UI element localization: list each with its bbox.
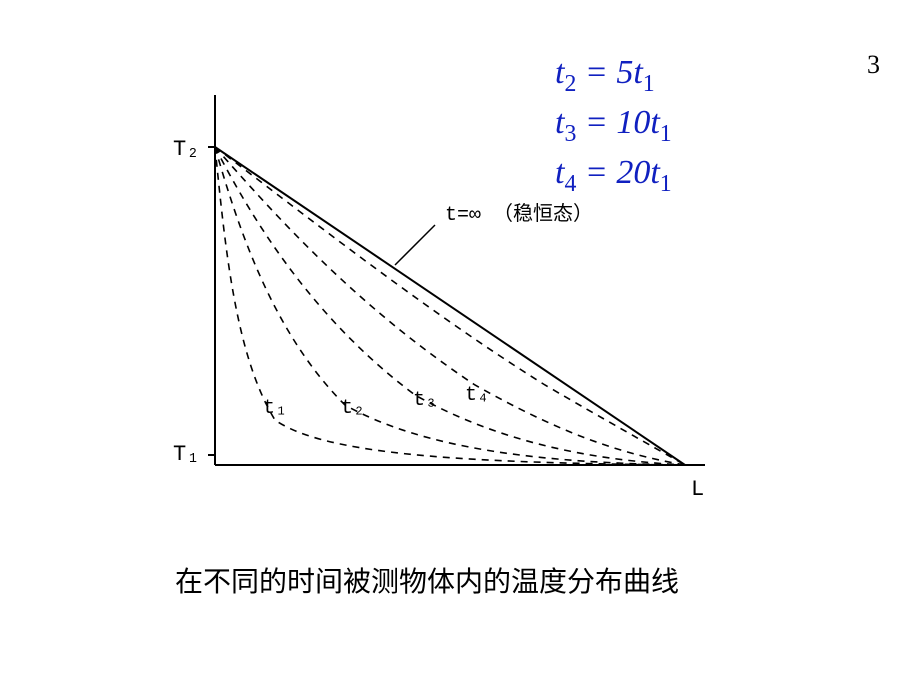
label-inf: t=∞ （稳恒态） — [445, 202, 593, 227]
label-t2: t₂ — [341, 397, 365, 420]
label-T1: T₁ — [173, 442, 199, 467]
label-t3: t₃ — [413, 389, 437, 412]
figure-caption: 在不同的时间被测物体内的温度分布曲线 — [175, 560, 679, 600]
axes — [215, 95, 705, 465]
label-inf-cn: （稳恒态） — [493, 202, 593, 225]
label-L: L — [691, 477, 704, 502]
label-T2: T₂ — [173, 137, 199, 162]
inf-pointer — [395, 225, 435, 265]
label-t1: t₁ — [263, 397, 287, 420]
temperature-distribution-chart: T₂ T₁ L t₁ t₂ t₃ t₄ t=∞ （稳恒态） — [145, 85, 745, 515]
label-inf-t: t=∞ — [445, 204, 481, 227]
page-number: 3 — [867, 50, 880, 80]
label-t4: t₄ — [465, 384, 489, 407]
